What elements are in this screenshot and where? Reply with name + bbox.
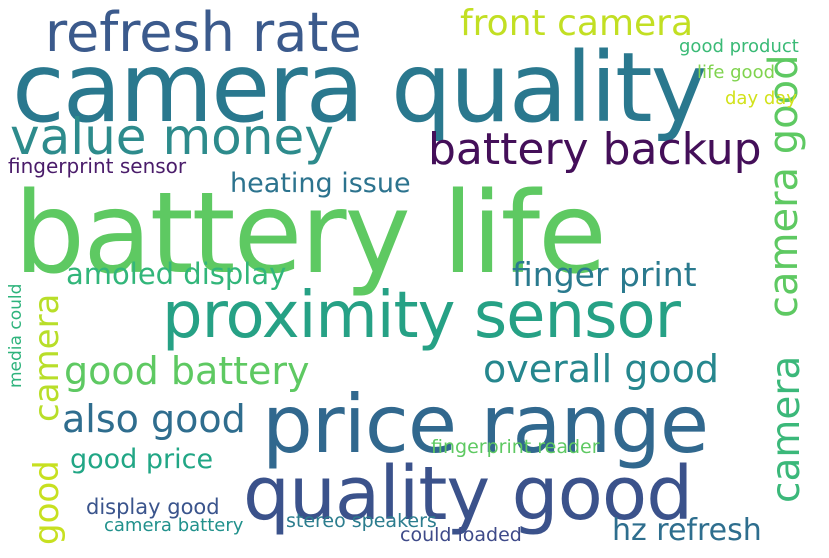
word-good-price: good price xyxy=(70,444,214,475)
word-could-loaded: could loaded xyxy=(400,524,522,546)
word-good-battery: good battery xyxy=(64,349,310,393)
word-fingerprint-reader: fingerprint reader xyxy=(431,436,600,458)
word-life-good: life good xyxy=(697,62,776,83)
word-battery-life: battery life xyxy=(14,169,607,299)
word-price-range: price range xyxy=(262,378,709,471)
word-camera-right: camera xyxy=(764,355,809,503)
word-day-day: day day xyxy=(725,88,797,109)
word-quality-good: quality good xyxy=(243,451,693,537)
word-overall-good: overall good xyxy=(483,347,719,391)
word-hz-refresh: hz refresh xyxy=(612,513,762,548)
word-good-product: good product xyxy=(679,36,799,57)
word-battery-backup: battery backup xyxy=(428,124,762,175)
word-front-camera: front camera xyxy=(460,3,694,44)
word-proximity-sensor: proximity sensor xyxy=(162,279,681,353)
word-value-money: value money xyxy=(10,108,334,166)
word-finger-print: finger print xyxy=(512,255,697,294)
word-refresh-rate: refresh rate xyxy=(45,1,362,64)
word-fingerprint-sensor: fingerprint sensor xyxy=(8,154,187,178)
word-camera-quality: camera quality xyxy=(12,32,707,144)
word-heating-issue: heating issue xyxy=(230,168,411,199)
word-stereo-speakers: stereo speakers xyxy=(286,510,437,532)
word-display-good: display good xyxy=(86,495,220,519)
word-camera-vertical: camera xyxy=(27,293,67,422)
word-camera-battery: camera battery xyxy=(104,515,244,536)
word-amoled-display: amoled display xyxy=(66,257,287,291)
word-also-good: also good xyxy=(62,397,246,441)
word-good-vertical: good xyxy=(27,460,67,545)
word-media-could: media could xyxy=(6,283,26,388)
